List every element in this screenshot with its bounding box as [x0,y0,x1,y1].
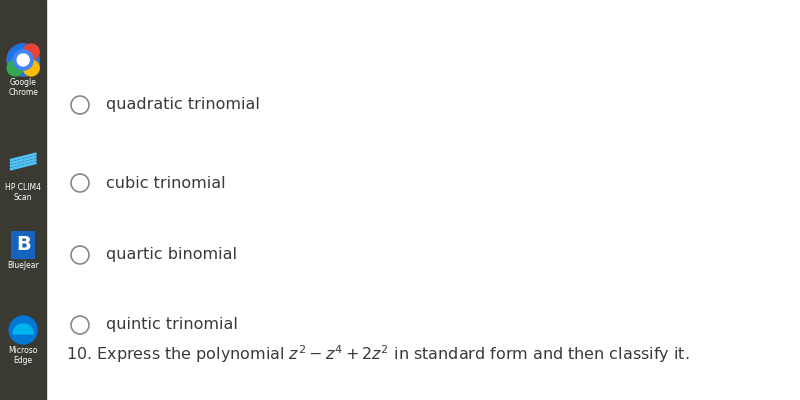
Text: quadratic trinomial: quadratic trinomial [106,98,260,112]
Text: cubic trinomial: cubic trinomial [106,176,226,190]
Circle shape [14,50,34,70]
Circle shape [7,44,39,76]
Circle shape [7,60,23,76]
Bar [11,231,35,259]
Text: 10. Express the polynomial $z^2 - z^4 + 2z^2$ in standard form and then classify: 10. Express the polynomial $z^2 - z^4 + … [66,343,689,365]
Wedge shape [14,324,34,334]
Text: quartic binomial: quartic binomial [106,248,237,262]
Text: Microso
Edge: Microso Edge [9,346,38,366]
Circle shape [10,316,38,344]
Circle shape [23,60,39,76]
Text: HP CLIM4
Scan: HP CLIM4 Scan [6,183,42,202]
Circle shape [7,44,39,76]
Text: B: B [16,236,30,254]
Bar [0,0,46,400]
Circle shape [23,44,39,60]
Text: quintic trinomial: quintic trinomial [106,318,238,332]
Circle shape [18,54,30,66]
Text: BlueJear: BlueJear [7,261,39,270]
Text: Google
Chrome: Google Chrome [8,78,38,97]
